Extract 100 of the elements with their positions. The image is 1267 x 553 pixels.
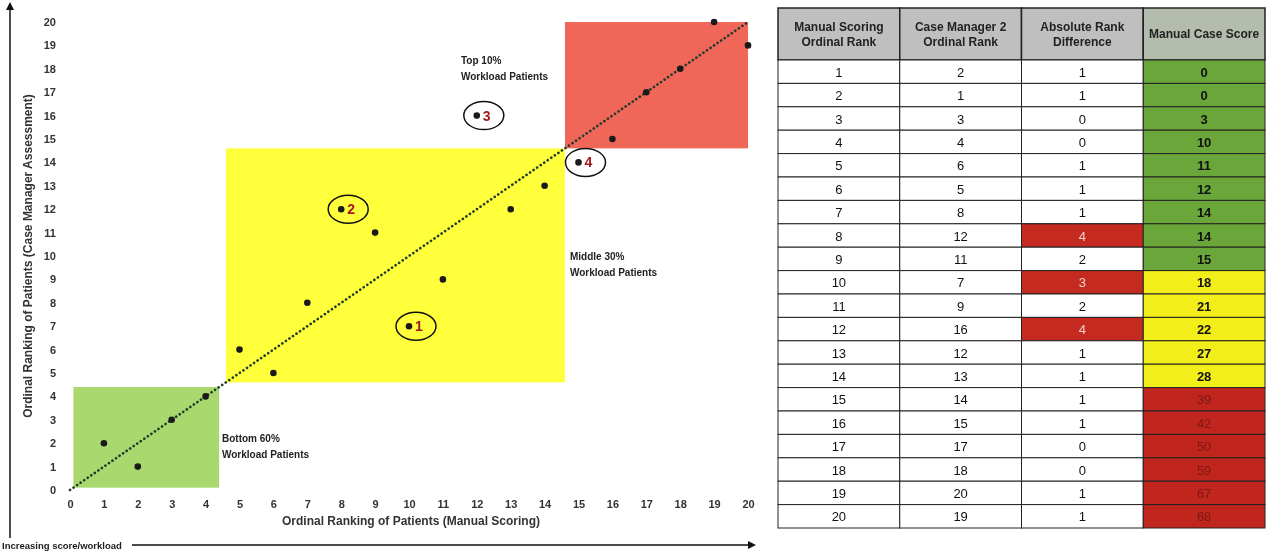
point: [744, 42, 752, 49]
data-label: 14: [1196, 205, 1213, 221]
data-label: 7: [835, 205, 843, 221]
data-label: 0: [1078, 111, 1086, 127]
data-label: 14: [831, 368, 847, 384]
x-tick-label: 1: [101, 497, 108, 510]
data-label: 11: [1197, 158, 1211, 174]
band-label: Top 10% Workload Patients: [461, 55, 549, 82]
point: [304, 299, 311, 307]
x-tick-label: 8: [338, 497, 345, 510]
data-label: 8: [957, 205, 965, 221]
x-tick-label: 18: [674, 497, 687, 510]
y-tick-label: 9: [49, 273, 56, 286]
data-label: 12: [1196, 181, 1212, 197]
data-label: 17: [831, 439, 847, 455]
x-tick-label: 6: [270, 497, 277, 510]
x-tick-label: 5: [236, 497, 244, 510]
y-tick-label: 17: [43, 86, 56, 99]
point: [371, 229, 379, 236]
data-label: 2: [1078, 298, 1086, 314]
data-label: 0: [1078, 439, 1086, 455]
x-tick-label: Manual Scoring Ordinal Rank: [794, 20, 884, 49]
data-label: 1: [1078, 509, 1086, 525]
data-label: 6: [835, 181, 843, 197]
data-label: 19: [953, 509, 968, 525]
x-tick-label: 9: [372, 497, 379, 510]
x-tick-label: 4: [203, 497, 211, 510]
point: [439, 276, 447, 283]
data-label: 22: [1196, 322, 1212, 338]
data-label: 67: [1196, 485, 1212, 501]
data-label: 14: [1196, 228, 1213, 244]
data-label: 0: [1200, 64, 1208, 80]
y-tick-label: 10: [43, 250, 56, 263]
point: [100, 439, 108, 447]
point: [507, 205, 514, 213]
data-label: 1: [1078, 368, 1086, 384]
data-label: 21: [1196, 298, 1212, 314]
y-tick-label: 12: [43, 203, 56, 216]
y-tick-label: 16: [43, 109, 56, 122]
x-axis-title: Ordinal Ranking of Patients (Manual Scoring): [281, 514, 541, 528]
data-label: 10: [831, 275, 847, 291]
data-label: 0: [1078, 134, 1086, 150]
data-label: 1: [835, 64, 843, 80]
data-label: 13: [953, 368, 968, 384]
point: [202, 393, 209, 400]
data-label: 12: [831, 322, 847, 338]
data-label: 5: [957, 181, 965, 197]
data-label: 3: [957, 111, 965, 127]
text: Increasing score/workload: [2, 540, 123, 551]
point: [168, 416, 175, 424]
point: [134, 463, 142, 470]
data-label: 8: [835, 228, 843, 244]
annotation: 4: [584, 154, 593, 171]
data-label: 39: [1196, 392, 1212, 408]
data-label: 1: [1078, 88, 1086, 104]
y-tick-label: 15: [43, 133, 56, 146]
data-label: 9: [957, 298, 965, 314]
data-label: 1: [1078, 392, 1086, 408]
data-label: 3: [835, 111, 843, 127]
data-label: 1: [1078, 181, 1086, 197]
data-label: 1: [957, 88, 965, 104]
data-label: 4: [957, 134, 965, 150]
data-label: 2: [835, 88, 843, 104]
y-tick-label: 3: [49, 413, 56, 426]
data-label: 0: [1200, 88, 1208, 104]
x-tick-label: 15: [572, 497, 586, 510]
data-label: 1: [1078, 205, 1086, 221]
data-label: 6: [957, 158, 965, 174]
data-label: 27: [1196, 345, 1212, 361]
point: [643, 88, 650, 96]
data-label: 17: [953, 439, 968, 455]
data-label: 14: [953, 392, 968, 408]
point: [609, 135, 616, 143]
x-tick-label: 3: [169, 497, 176, 510]
point: [236, 346, 243, 353]
point: [337, 205, 345, 213]
point: [473, 112, 481, 119]
y-tick-label: 11: [44, 226, 56, 239]
data-label: 7: [957, 275, 965, 291]
data-label: 1: [1078, 64, 1086, 80]
data-label: 11: [832, 298, 846, 314]
data-label: 20: [831, 509, 847, 525]
data-label: 1: [1078, 345, 1086, 361]
x-tick-label: 14: [538, 497, 553, 510]
y-tick-label: 8: [49, 296, 56, 309]
x-tick-label: 20: [742, 497, 755, 510]
x-tick-label: 19: [708, 497, 721, 510]
data-label: 28: [1196, 368, 1212, 384]
data-label: 16: [953, 322, 968, 338]
data-label: 50: [1196, 439, 1212, 455]
data-label: 2: [1078, 251, 1086, 267]
data-label: 4: [835, 134, 843, 150]
data-label: 15: [1196, 251, 1212, 267]
y-tick-label: 6: [49, 343, 56, 356]
data-label: 4: [1078, 228, 1086, 244]
x-tick-label: Manual Case Score: [1149, 27, 1260, 41]
x-tick-label: 16: [606, 497, 620, 510]
data-label: 5: [835, 158, 843, 174]
x-tick-label: 11: [437, 497, 450, 510]
data-label: 15: [831, 392, 847, 408]
